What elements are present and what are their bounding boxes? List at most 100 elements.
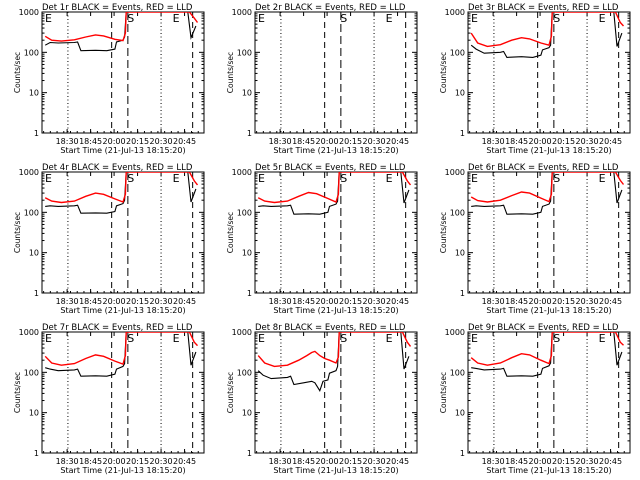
panel-det-1: Det 1r BLACK = Events, RED = LLD 1 10 100 10… [13, 3, 205, 155]
x-tick-label: 20:15 [126, 137, 149, 146]
series-line-lld [470, 172, 625, 203]
panel-det-7: Det 7r BLACK = Events, RED = LLD 1 10 100 10… [13, 323, 205, 475]
x-tick-label: 20:15 [339, 457, 362, 466]
x-tick-label: 18:30 [269, 457, 292, 466]
y-tick-label: 1000 [19, 8, 39, 17]
x-tick-label: 20:30 [150, 297, 173, 306]
segment-marker-s: S [553, 12, 560, 25]
plot-frame [254, 171, 418, 294]
segment-marker-e: E [471, 172, 478, 185]
x-tick-label: 20:45 [173, 297, 196, 306]
series-line-events [470, 12, 623, 58]
y-tick-label: 100 [450, 208, 465, 217]
y-tick-label: 1000 [445, 328, 465, 337]
y-tick-label: 100 [450, 48, 465, 57]
y-tick-label: 10 [242, 409, 252, 418]
y-tick-label: 1 [247, 129, 252, 138]
panel-det-8: Det 8r BLACK = Events, RED = LLD 1 10 100 10… [226, 323, 418, 475]
segment-marker-s: S [127, 12, 134, 25]
y-axis-label: Counts/sec [439, 372, 448, 413]
y-axis-label: Counts/sec [439, 212, 448, 253]
segment-marker-e: E [386, 172, 393, 185]
y-tick-label: 10 [29, 89, 39, 98]
x-axis-label: Start Time (21-Jul-13 18:15:20) [60, 466, 185, 475]
plot-frame [467, 331, 631, 454]
panel-title: Det 4r BLACK = Events, RED = LLD [42, 163, 193, 173]
segment-marker-e: E [258, 332, 265, 345]
x-axis-label: Start Time (21-Jul-13 18:15:20) [273, 306, 398, 315]
x-tick-label: 20:00 [529, 297, 552, 306]
x-tick-label: 18:45 [79, 297, 102, 306]
x-tick-label: 20:30 [363, 457, 386, 466]
y-tick-label: 10 [455, 89, 465, 98]
x-tick-label: 18:30 [482, 137, 505, 146]
series-line-events [45, 172, 197, 214]
x-axis-label: Start Time (21-Jul-13 18:15:20) [60, 146, 185, 155]
x-tick-label: 20:00 [103, 297, 126, 306]
x-tick-label: 20:15 [126, 457, 149, 466]
segment-marker-e: E [45, 12, 52, 25]
segment-marker-s: S [340, 332, 347, 345]
segment-marker-e: E [386, 332, 393, 345]
panel-title: Det 3r BLACK = Events, RED = LLD [468, 3, 619, 13]
y-tick-label: 10 [29, 409, 39, 418]
series-line-events [44, 12, 197, 52]
x-tick-label: 20:15 [339, 297, 362, 306]
y-tick-label: 10 [242, 249, 252, 258]
series-line-lld [44, 12, 199, 42]
x-tick-label: 20:30 [576, 457, 599, 466]
x-axis-label: Start Time (21-Jul-13 18:15:20) [486, 466, 611, 475]
y-tick-label: 10 [29, 249, 39, 258]
x-tick-label: 18:30 [482, 297, 505, 306]
series-line-lld [470, 12, 625, 48]
series-line-events [471, 172, 623, 215]
x-tick-label: 20:00 [316, 137, 339, 146]
y-tick-label: 1 [34, 449, 39, 458]
panel-title: Det 5r BLACK = Events, RED = LLD [255, 163, 406, 173]
x-tick-label: 20:45 [386, 457, 409, 466]
panel-det-5: Det 5r BLACK = Events, RED = LLD 1 10 100 10… [226, 163, 418, 315]
series-line-events [471, 332, 623, 377]
x-tick-label: 20:15 [552, 457, 575, 466]
segment-marker-e: E [599, 332, 606, 345]
segment-marker-e: E [45, 332, 52, 345]
y-tick-label: 100 [237, 368, 252, 377]
segment-marker-e: E [173, 332, 180, 345]
x-axis-label: Start Time (21-Jul-13 18:15:20) [273, 146, 398, 155]
y-axis-label: Counts/sec [226, 52, 235, 93]
x-tick-label: 18:45 [505, 457, 528, 466]
x-tick-label: 20:30 [576, 137, 599, 146]
plot-frame [467, 11, 631, 134]
x-tick-label: 18:45 [505, 297, 528, 306]
x-tick-label: 20:45 [386, 297, 409, 306]
series-line-lld [44, 172, 199, 204]
y-tick-label: 1 [460, 289, 465, 298]
y-tick-label: 100 [24, 368, 39, 377]
series-line-events [45, 332, 197, 377]
panel-title: Det 2r BLACK = Events, RED = LLD [255, 3, 406, 13]
y-tick-label: 1000 [232, 168, 252, 177]
panel-title: Det 9r BLACK = Events, RED = LLD [468, 323, 619, 333]
y-axis-label: Counts/sec [226, 212, 235, 253]
plot-frame [41, 171, 205, 294]
panel-title: Det 8r BLACK = Events, RED = LLD [255, 323, 406, 333]
x-tick-label: 18:45 [292, 457, 315, 466]
x-tick-label: 18:30 [56, 297, 79, 306]
x-tick-label: 20:45 [599, 137, 622, 146]
x-tick-label: 20:45 [599, 297, 622, 306]
y-tick-label: 1000 [445, 8, 465, 17]
y-axis-label: Counts/sec [13, 52, 22, 93]
x-tick-label: 20:15 [552, 137, 575, 146]
segment-marker-s: S [553, 172, 560, 185]
x-tick-label: 20:00 [316, 457, 339, 466]
panel-det-6: Det 6r BLACK = Events, RED = LLD 1 10 100 10… [439, 163, 631, 315]
segment-marker-s: S [127, 172, 134, 185]
x-tick-label: 20:30 [150, 457, 173, 466]
segment-marker-e: E [173, 12, 180, 25]
y-tick-label: 1 [460, 129, 465, 138]
x-tick-label: 20:00 [103, 457, 126, 466]
x-tick-label: 18:45 [79, 137, 102, 146]
x-tick-label: 20:00 [529, 137, 552, 146]
x-tick-label: 20:15 [126, 297, 149, 306]
panel-title: Det 6r BLACK = Events, RED = LLD [468, 163, 619, 173]
